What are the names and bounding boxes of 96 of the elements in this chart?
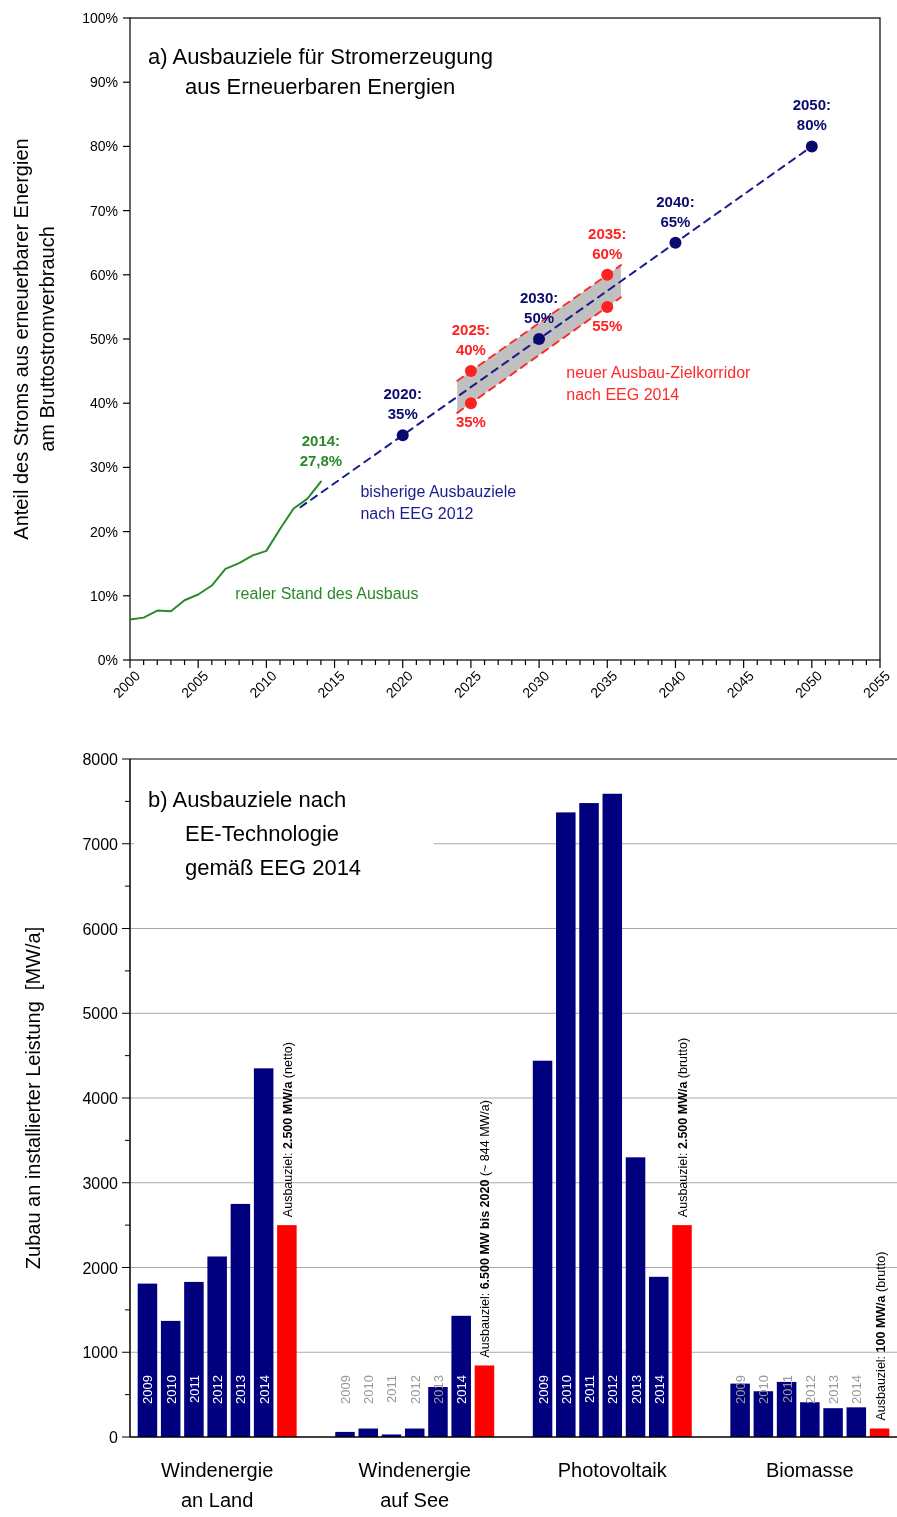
y-tick-label: 80% bbox=[89, 138, 118, 155]
y-tick-label: 20% bbox=[89, 523, 118, 540]
bar bbox=[649, 1276, 669, 1437]
y-tick-label: 2000 bbox=[82, 1259, 119, 1277]
y-tick-label: 6000 bbox=[82, 920, 119, 938]
bar bbox=[602, 793, 623, 1437]
bar bbox=[253, 1068, 274, 1437]
x-tick-label: Windenergie an Land bbox=[161, 1459, 274, 1511]
data-label: Ausbauziel: 100 MW/a (brutto) bbox=[873, 1251, 888, 1421]
line-series bbox=[129, 480, 322, 621]
point bbox=[601, 268, 614, 281]
bar bbox=[800, 1402, 820, 1437]
text: 2014 bbox=[256, 1375, 272, 1404]
series-label: 2011 bbox=[582, 1375, 598, 1403]
text: neuer Ausbau-Zielkorridor nach EEG 2014 bbox=[566, 363, 752, 403]
text: 2011 bbox=[779, 1375, 795, 1403]
bar bbox=[532, 1060, 553, 1437]
bar bbox=[556, 812, 576, 1437]
y-tick-label: 10% bbox=[89, 587, 118, 604]
bar bbox=[625, 1157, 646, 1437]
text: 2009 bbox=[535, 1375, 551, 1404]
bar bbox=[184, 1281, 204, 1437]
text: a) Ausbauziele für Stromerzeugung aus Erneuerbaren Energien bbox=[148, 44, 493, 99]
bar bbox=[579, 803, 599, 1437]
y-tick-label: 60% bbox=[89, 266, 118, 283]
y-tick-label: 7000 bbox=[82, 835, 119, 853]
y-tick-label: 90% bbox=[89, 74, 118, 91]
text: 2013 bbox=[826, 1375, 842, 1404]
annotation: 2025: 40% bbox=[451, 321, 491, 359]
series-label: bisherige Ausbauziele nach EEG 2012 bbox=[360, 483, 517, 523]
series-label: 2009 bbox=[140, 1375, 156, 1404]
annotation: 55% bbox=[592, 316, 623, 334]
text: 2012 bbox=[210, 1375, 226, 1404]
bar bbox=[137, 1283, 158, 1437]
y-tick-label: 3000 bbox=[82, 1174, 119, 1192]
text: 2009 bbox=[733, 1375, 749, 1404]
text: 2013 bbox=[430, 1375, 446, 1404]
x-tick-label: Windenergie auf See bbox=[358, 1459, 471, 1511]
series-label: realer Stand des Ausbaus bbox=[235, 584, 419, 602]
text: 2011 bbox=[384, 1375, 400, 1403]
y-tick-label: 40% bbox=[89, 395, 118, 412]
annotation: 2014: 27,8% bbox=[299, 431, 343, 469]
y-axis-title: Zubau an installierter Leistung [MW/a] bbox=[22, 926, 44, 1270]
point bbox=[464, 365, 477, 378]
bar bbox=[277, 1225, 297, 1437]
y-tick-label: 4000 bbox=[82, 1090, 119, 1107]
text: 2014 bbox=[454, 1375, 470, 1404]
text: 2010 bbox=[163, 1375, 179, 1404]
bar bbox=[672, 1225, 692, 1437]
y-tick-label: 8000 bbox=[82, 751, 119, 768]
y-tick-label: 1000 bbox=[82, 1344, 119, 1362]
annotation: 2050: 80% bbox=[792, 96, 832, 134]
annotation: 35% bbox=[455, 413, 486, 431]
text: 2011 bbox=[186, 1375, 202, 1403]
bar bbox=[474, 1365, 495, 1437]
bar bbox=[160, 1320, 181, 1437]
text: 2010 bbox=[361, 1375, 377, 1404]
text: 2009 bbox=[337, 1375, 353, 1404]
y-tick-label: 70% bbox=[89, 202, 118, 219]
point bbox=[396, 429, 409, 442]
y-axis-title: Anteil des Stroms aus erneuerbarer Energien am Bruttostromverbrauch bbox=[10, 138, 58, 540]
series-label: 2014 bbox=[651, 1375, 667, 1404]
annotation: 2030: 50% bbox=[519, 289, 559, 326]
x-tick-label: Biomasse bbox=[765, 1459, 854, 1481]
bar bbox=[451, 1315, 471, 1437]
data-label: Ausbauziel: 2.500 MW/a (brutto) bbox=[676, 1037, 691, 1218]
text: 2014 bbox=[849, 1375, 865, 1404]
y-tick-label: 50% bbox=[89, 331, 118, 347]
y-tick-label: 30% bbox=[89, 459, 118, 476]
annotation: 2040: 65% bbox=[656, 192, 695, 230]
bar bbox=[230, 1203, 251, 1437]
bar bbox=[823, 1408, 843, 1438]
x-tick-label: Photovoltaik bbox=[557, 1459, 668, 1481]
data-label: Ausbauziel: 2.500 MW/a (netto) bbox=[280, 1042, 295, 1218]
bar bbox=[846, 1407, 867, 1437]
series-label: 2013 bbox=[233, 1375, 249, 1404]
annotation: 2020: 35% bbox=[383, 385, 422, 423]
annotation: 2035: 60% bbox=[588, 224, 627, 262]
text: 2012 bbox=[802, 1375, 818, 1404]
y-tick-label: 0 bbox=[109, 1429, 119, 1446]
text: 2012 bbox=[605, 1375, 621, 1404]
point bbox=[669, 236, 682, 249]
point bbox=[464, 397, 477, 410]
data-label: Ausbauziel: 6.500 MW bis 2020 (~ 844 MW/a) bbox=[478, 1100, 493, 1358]
point bbox=[601, 300, 614, 313]
y-tick-label: 0% bbox=[97, 652, 118, 668]
text: b) Ausbauziele nach EE-Technologie gemäß EEG 2014 bbox=[148, 787, 362, 880]
y-tick-label: 5000 bbox=[82, 1005, 119, 1023]
point bbox=[805, 140, 818, 153]
bar bbox=[207, 1256, 227, 1437]
text: 2012 bbox=[407, 1375, 423, 1404]
text: 2013 bbox=[628, 1375, 644, 1404]
point bbox=[533, 333, 546, 345]
y-tick-label: 100% bbox=[82, 10, 118, 26]
series-label: 2010 bbox=[558, 1375, 574, 1404]
text: 2010 bbox=[756, 1375, 772, 1404]
